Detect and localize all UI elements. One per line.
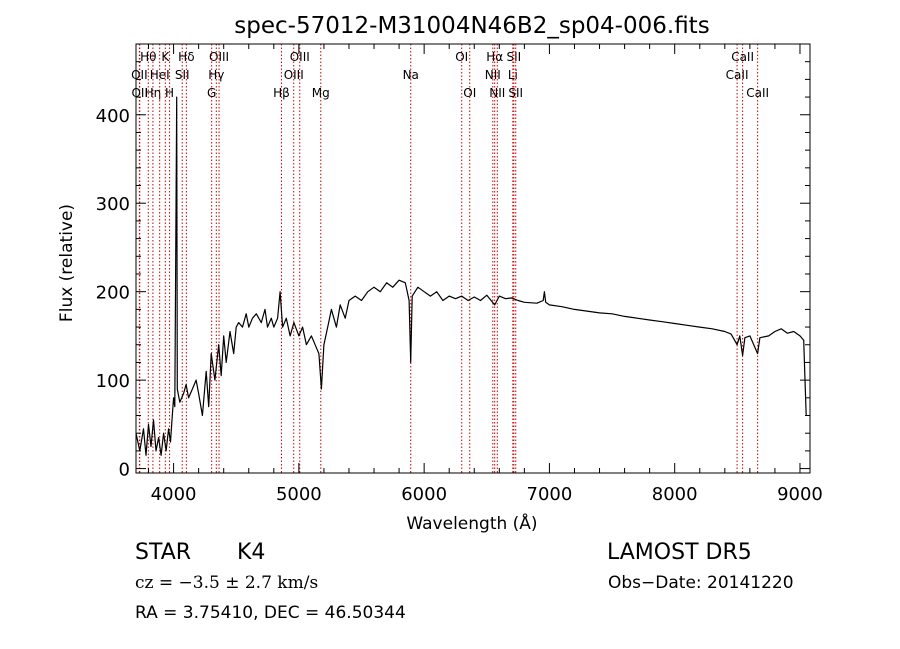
line-marker-label-9: OIII <box>209 50 229 64</box>
line-marker-label-25: CaII <box>731 50 754 64</box>
chart-title: spec-57012-M31004N46B2_sp04-006.fits <box>234 13 709 39</box>
x-axis-label: Wavelength (Å) <box>406 512 537 534</box>
x-tick-label: 9000 <box>777 484 823 505</box>
redshift-cz: cz = −3.5 ± 2.7 km/s <box>135 573 319 593</box>
line-marker-label-12: Hβ <box>273 86 290 100</box>
line-marker-label-19: Hα <box>486 50 503 64</box>
y-tick-label: 100 <box>96 371 130 392</box>
line-marker-label-23: Li <box>508 68 518 82</box>
line-marker-label-14: OIII <box>284 68 304 82</box>
line-marker-label-24: SII <box>508 86 523 100</box>
line-marker-label-7: SII <box>175 68 190 82</box>
line-marker-label-11: G <box>207 86 216 100</box>
line-marker-label-17: OI <box>455 50 468 64</box>
line-marker-label-13: OIII <box>290 50 310 64</box>
line-marker-label-26: CaII <box>726 68 749 82</box>
line-marker-label-16: Na <box>403 68 419 82</box>
line-marker-label-18: OI <box>463 86 476 100</box>
line-marker-label-4: HeI <box>150 68 170 82</box>
line-marker-label-0: Hθ <box>140 50 156 64</box>
survey-release: LAMOST DR5 <box>607 540 752 565</box>
object-subclass: K4 <box>237 540 266 565</box>
line-marker-label-1: OII <box>131 68 148 82</box>
line-marker-label-8: Hδ <box>178 50 194 64</box>
x-tick-label: 6000 <box>401 484 447 505</box>
line-marker-label-15: Mg <box>312 86 330 100</box>
plot-area <box>135 96 807 456</box>
line-marker-label-27: CaII <box>746 86 769 100</box>
axes: 4000 5000 6000 7000 8000 9000 0 100 200 300 400 <box>96 43 823 505</box>
line-marker-label-22: SII <box>506 50 521 64</box>
ra-dec: RA = 3.75410, DEC = 46.50344 <box>135 603 406 623</box>
line-marker-label-3: Hη <box>145 86 162 100</box>
y-tick-label: 0 <box>119 460 130 481</box>
object-class: STAR <box>135 540 192 565</box>
spectrum-line <box>135 96 807 456</box>
line-marker-label-10: Hγ <box>208 68 224 82</box>
y-axis-label: Flux (relative) <box>57 204 77 322</box>
line-marker-label-5: K <box>161 50 170 64</box>
line-marker-label-20: NII <box>485 68 501 82</box>
observation-date: Obs−Date: 20141220 <box>608 573 794 593</box>
line-marker-label-6: H <box>165 86 174 100</box>
x-tick-label: 7000 <box>527 484 573 505</box>
y-tick-label: 400 <box>96 106 130 127</box>
x-tick-label: 5000 <box>276 484 322 505</box>
line-marker-label-21: NII <box>489 86 505 100</box>
y-tick-label: 300 <box>96 194 130 215</box>
plot-frame <box>135 43 811 474</box>
x-tick-label: 8000 <box>652 484 698 505</box>
y-tick-label: 200 <box>96 283 130 304</box>
x-tick-label: 4000 <box>151 484 197 505</box>
spectrum-chart: spec-57012-M31004N46B2_sp04-006.fits Hθ O… <box>57 13 823 534</box>
